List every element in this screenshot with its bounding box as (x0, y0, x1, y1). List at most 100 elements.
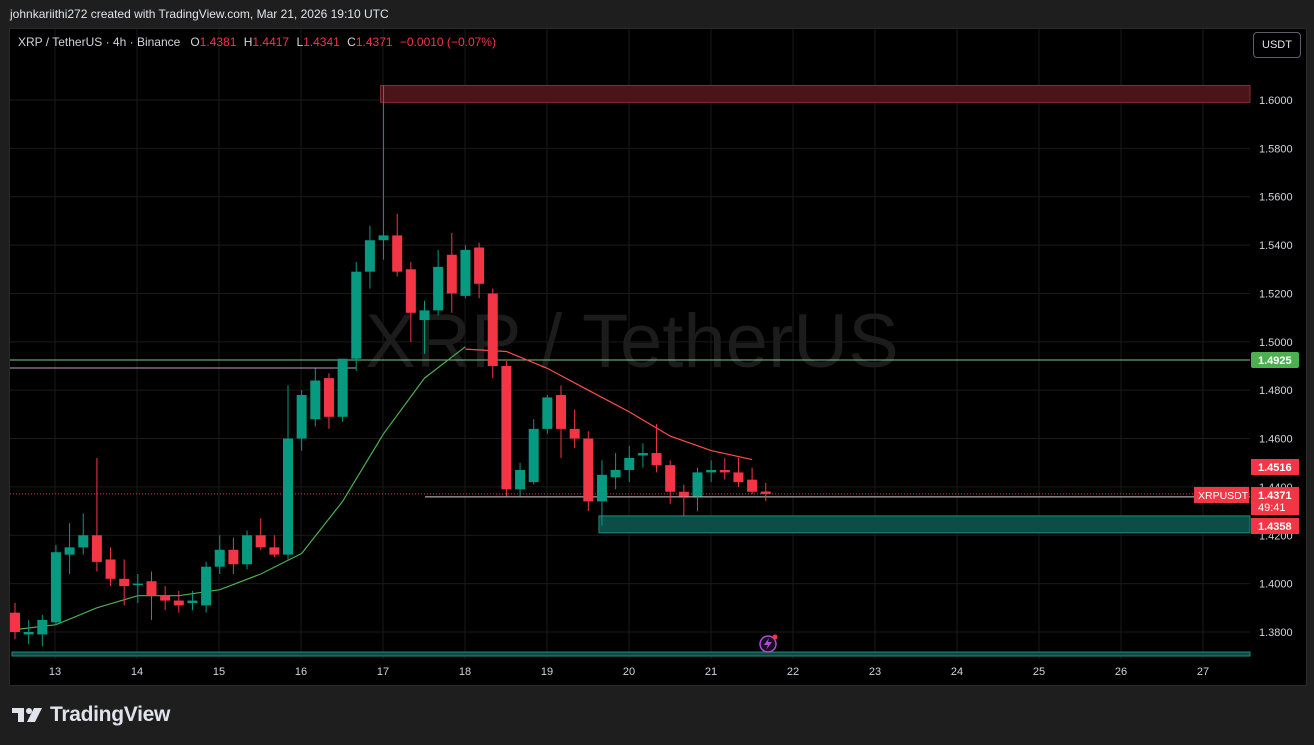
candle-body (214, 549, 225, 567)
open-label: O (190, 35, 200, 49)
level-price-tag (1251, 351, 1299, 368)
candle-body (678, 491, 689, 497)
tradingview-logo-icon (12, 708, 42, 722)
candle-body (528, 428, 539, 483)
candle-body (132, 583, 143, 586)
close-label: C (347, 35, 356, 49)
chart-attribution: johnkariithi272 created with TradingView… (10, 7, 389, 21)
candle-body (351, 271, 362, 359)
x-axis-tick-label: 26 (1115, 666, 1127, 678)
moving-average-green (14, 346, 466, 631)
candle-body (692, 472, 703, 497)
candle-body (105, 559, 116, 579)
x-axis-tick-label: 18 (459, 666, 471, 678)
low-label: L (296, 35, 304, 49)
price-tag-text: 1.4358 (1258, 521, 1292, 533)
symbol-title: XRP / TetherUS · 4h · Binance (18, 35, 181, 49)
chart-pane[interactable] (9, 28, 1307, 686)
candle-body (173, 600, 184, 606)
candle-body (269, 547, 280, 555)
x-axis-tick-label: 21 (705, 666, 717, 678)
candle-body (160, 595, 171, 601)
x-axis-tick-label: 20 (623, 666, 635, 678)
x-axis-tick-label: 24 (951, 666, 963, 678)
candle-body (460, 249, 471, 296)
candle-body (474, 247, 485, 284)
candle-body (91, 535, 102, 562)
candle-body (255, 535, 266, 548)
x-axis-tick-label: 13 (49, 666, 61, 678)
x-axis-tick-label: 23 (869, 666, 881, 678)
price-tag (1251, 501, 1299, 515)
y-axis-tick-label: 1.4600 (1259, 434, 1293, 446)
currency-button[interactable]: USDT (1253, 32, 1301, 58)
candle-body (392, 235, 403, 272)
candle-body (78, 535, 89, 548)
close-value: 1.4371 (355, 35, 393, 49)
candle-body (119, 578, 130, 587)
symbol-legend: XRP / TetherUS · 4h · Binance O1.4381 H1… (18, 35, 500, 49)
candle-body (733, 472, 744, 483)
candle-body (433, 266, 444, 311)
y-axis-tick-label: 1.4000 (1259, 579, 1293, 591)
candle-body (50, 552, 61, 623)
candle-body (542, 397, 553, 429)
candle-body (747, 479, 758, 492)
price-tag (1251, 518, 1299, 534)
candle-body (323, 378, 334, 417)
candle-body (405, 269, 416, 313)
candle-body (487, 293, 498, 366)
candle-body (665, 465, 676, 492)
high-value: 1.4417 (252, 35, 290, 49)
x-axis-tick-label: 25 (1033, 666, 1045, 678)
y-axis-tick-label: 1.5600 (1259, 192, 1293, 204)
y-axis-tick-label: 1.4800 (1259, 385, 1293, 397)
x-axis-tick-label: 15 (213, 666, 225, 678)
candle-body (651, 453, 662, 466)
lightning-bolt-icon (764, 638, 772, 650)
supply-zone (380, 84, 1251, 103)
candle-body (201, 566, 212, 606)
high-label: H (243, 35, 253, 49)
low-value: 1.4341 (303, 35, 340, 49)
candle-body (760, 491, 771, 494)
candle-body (146, 581, 157, 596)
symbol-tag (1194, 487, 1249, 503)
candle-body (23, 632, 34, 635)
candle-body (364, 240, 375, 272)
bottom-range-band (11, 651, 1251, 657)
price-tag (1251, 459, 1299, 475)
candle-body (228, 549, 239, 565)
x-axis-tick-label: 19 (541, 666, 553, 678)
candle-body (596, 474, 607, 502)
candle-body (310, 380, 321, 420)
event-notification-dot (772, 634, 778, 640)
price-tag (1251, 487, 1299, 503)
y-axis-tick-label: 1.3800 (1259, 627, 1293, 639)
candle-body (187, 600, 198, 603)
x-axis-tick-label: 17 (377, 666, 389, 678)
candle-body (706, 469, 717, 473)
y-axis-tick-label: 1.5000 (1259, 337, 1293, 349)
tradingview-brand[interactable]: TradingView (12, 703, 170, 727)
chart-watermark: XRP / TetherUS (365, 299, 899, 384)
candle-body (446, 254, 457, 294)
candle-body (296, 395, 307, 439)
y-axis-tick-label: 1.6000 (1259, 95, 1293, 107)
x-axis-tick-label: 14 (131, 666, 143, 678)
price-tag-text: 1.4371 (1258, 490, 1292, 502)
candle-body (583, 438, 594, 502)
candle-body (242, 535, 253, 565)
candle-body (283, 438, 293, 555)
level-price-tag-text: 1.4925 (1258, 355, 1292, 367)
demand-zone (598, 515, 1251, 534)
y-axis-tick-label: 1.5800 (1259, 143, 1293, 155)
change-value: −0.0010 (−0.07%) (399, 35, 496, 49)
candle-body (610, 469, 621, 478)
open-value: 1.4381 (199, 35, 237, 49)
candle-body (378, 235, 389, 241)
x-axis-tick-label: 16 (295, 666, 307, 678)
candle-body (637, 453, 648, 456)
candle-body (719, 469, 730, 473)
